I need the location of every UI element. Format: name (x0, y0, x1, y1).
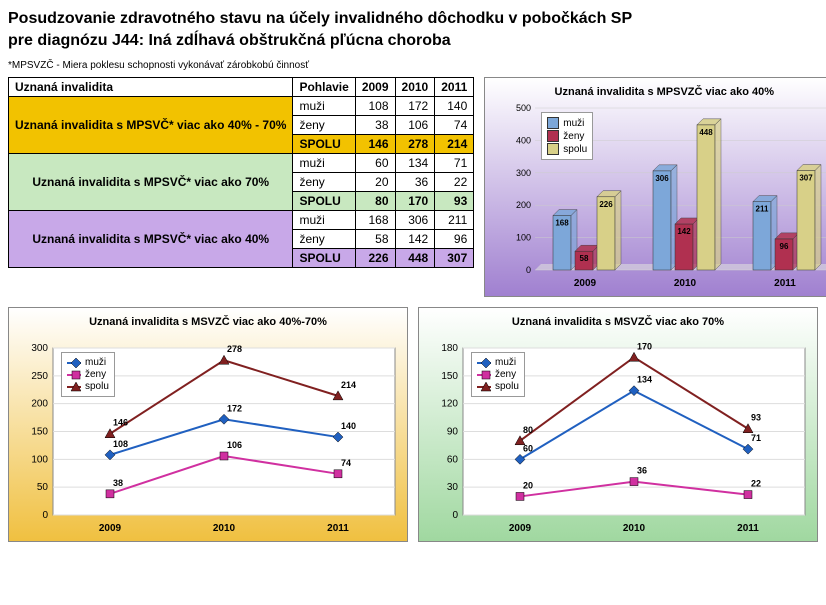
svg-text:134: 134 (637, 375, 652, 385)
svg-text:93: 93 (751, 413, 761, 423)
svg-text:400: 400 (516, 135, 531, 145)
svg-text:2011: 2011 (737, 523, 759, 534)
svg-text:71: 71 (751, 433, 761, 443)
svg-text:214: 214 (341, 380, 356, 390)
svg-text:306: 306 (656, 174, 670, 183)
svg-text:106: 106 (227, 440, 242, 450)
svg-text:180: 180 (441, 343, 458, 354)
svg-text:172: 172 (227, 403, 242, 413)
svg-text:22: 22 (751, 479, 761, 489)
svg-text:50: 50 (37, 482, 49, 493)
svg-text:140: 140 (341, 421, 356, 431)
svg-text:20: 20 (523, 480, 533, 490)
svg-text:200: 200 (31, 399, 48, 410)
svg-text:2010: 2010 (623, 523, 646, 534)
svg-text:90: 90 (447, 427, 459, 438)
svg-text:250: 250 (31, 371, 48, 382)
svg-text:0: 0 (526, 265, 531, 275)
svg-text:170: 170 (637, 341, 652, 351)
svg-text:146: 146 (113, 418, 128, 428)
svg-text:307: 307 (800, 174, 814, 183)
svg-text:226: 226 (600, 200, 614, 209)
svg-text:142: 142 (678, 227, 692, 236)
svg-text:300: 300 (516, 168, 531, 178)
svg-text:0: 0 (452, 510, 458, 521)
svg-text:278: 278 (227, 344, 242, 354)
svg-text:60: 60 (447, 454, 459, 465)
svg-text:448: 448 (700, 128, 714, 137)
svg-text:108: 108 (113, 439, 128, 449)
line-chart-40-70: Uznaná invalidita s MSVZČ viac ako 40%-7… (8, 307, 408, 542)
svg-text:168: 168 (556, 219, 570, 228)
svg-text:2011: 2011 (774, 278, 796, 289)
line-chart-70: Uznaná invalidita s MSVZČ viac ako 70%03… (418, 307, 818, 542)
svg-text:0: 0 (42, 510, 48, 521)
svg-text:74: 74 (341, 458, 351, 468)
svg-text:96: 96 (780, 242, 789, 251)
svg-text:2009: 2009 (509, 523, 532, 534)
svg-text:200: 200 (516, 200, 531, 210)
svg-text:36: 36 (637, 466, 647, 476)
page-title-1: Posudzovanie zdravotného stavu na účely … (8, 10, 818, 28)
svg-text:211: 211 (756, 205, 769, 214)
svg-text:120: 120 (441, 399, 458, 410)
svg-text:300: 300 (31, 343, 48, 354)
svg-text:38: 38 (113, 478, 123, 488)
svg-text:500: 500 (516, 103, 531, 113)
page-title-2: pre diagnózu J44: Iná zdĺhavá obštrukčná… (8, 32, 818, 50)
data-table: Uznaná invaliditaPohlavie200920102011Uzn… (8, 77, 474, 268)
svg-text:58: 58 (580, 254, 589, 263)
svg-text:150: 150 (31, 427, 48, 438)
svg-text:2009: 2009 (574, 278, 597, 289)
svg-text:100: 100 (31, 454, 48, 465)
svg-text:2011: 2011 (327, 523, 349, 534)
svg-text:30: 30 (447, 482, 459, 493)
svg-text:80: 80 (523, 425, 533, 435)
svg-text:150: 150 (441, 371, 458, 382)
svg-text:2009: 2009 (99, 523, 122, 534)
footnote: *MPSVZČ - Miera poklesu schopnosti vykon… (8, 60, 818, 71)
bar-chart: Uznaná invalidita s MPSVZČ viac ako 40%0… (484, 77, 826, 297)
svg-text:2010: 2010 (213, 523, 236, 534)
svg-text:100: 100 (516, 233, 531, 243)
svg-text:2010: 2010 (674, 278, 697, 289)
